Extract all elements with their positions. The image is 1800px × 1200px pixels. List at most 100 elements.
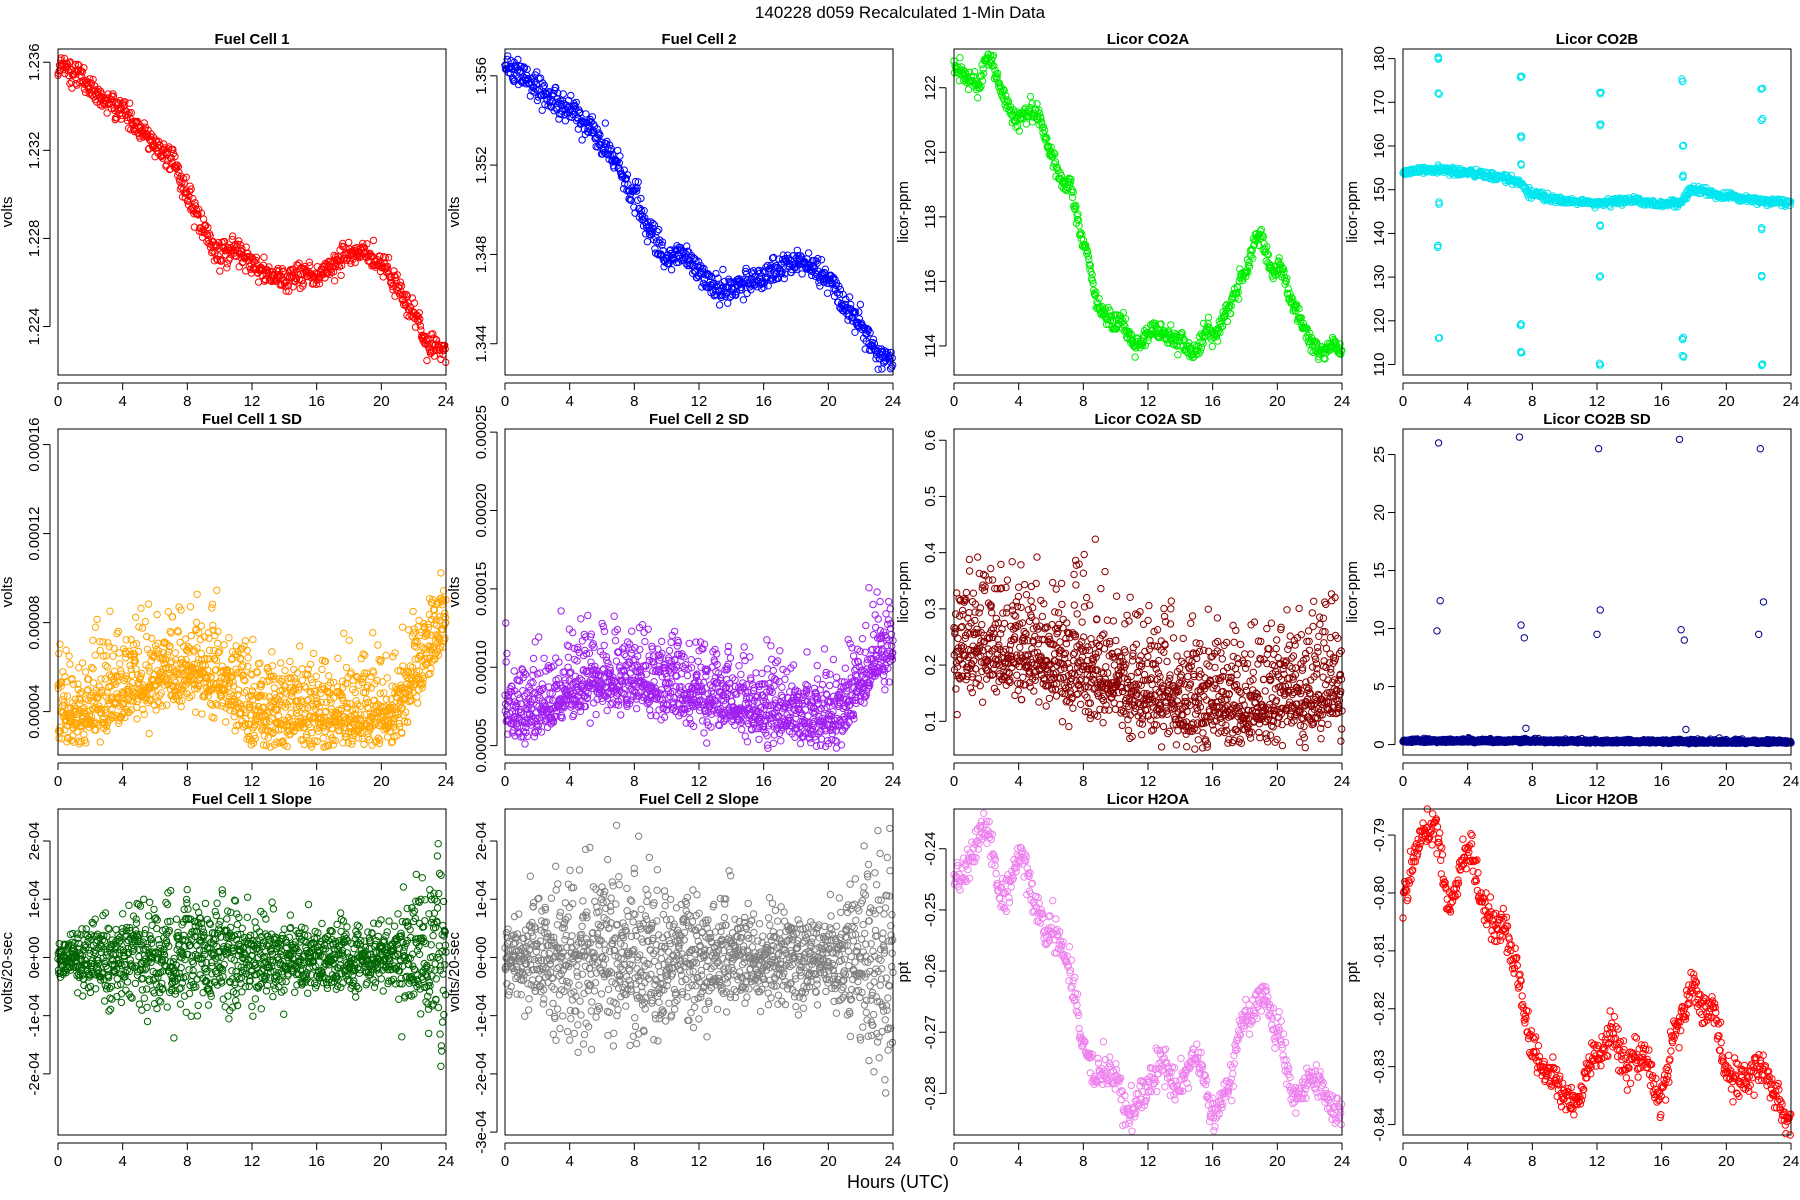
data-point <box>533 68 541 76</box>
x-tick-label: 4 <box>565 393 573 410</box>
x-tick-label: 24 <box>438 393 455 410</box>
data-point <box>1051 158 1060 166</box>
data-point <box>705 272 714 281</box>
data-point <box>540 81 549 90</box>
data-point <box>980 69 988 78</box>
x-tick-label: 8 <box>1079 393 1087 410</box>
x-tick-label: 12 <box>1140 393 1157 410</box>
x-tick-label: 20 <box>373 393 390 410</box>
data-point <box>521 740 529 748</box>
plot-frame <box>1402 48 1792 376</box>
data-point <box>600 641 608 649</box>
data-point <box>141 617 150 626</box>
data-point <box>191 199 199 207</box>
data-point <box>66 660 74 668</box>
data-point <box>821 265 829 273</box>
y-tick-label: 130 <box>1371 265 1388 290</box>
data-point <box>554 89 562 97</box>
data-point <box>295 259 303 267</box>
data-point <box>666 246 675 254</box>
x-tick-label: 12 <box>244 393 261 410</box>
data-point <box>185 192 193 200</box>
panel-title: Licor CO2A <box>1107 31 1190 48</box>
data-point <box>658 241 666 249</box>
x-tick-label: 0 <box>950 393 958 410</box>
data-point <box>1045 143 1053 151</box>
data-point <box>616 152 624 160</box>
data-point <box>361 651 369 659</box>
plot-frame <box>57 48 447 376</box>
y-tick-label: 114 <box>922 334 939 358</box>
y-tick-label: 1.224 <box>26 308 43 346</box>
data-point <box>976 84 984 92</box>
data-point <box>197 622 206 630</box>
data-point <box>644 218 652 226</box>
data-point <box>559 90 567 98</box>
y-tick-label: 0.00012 <box>26 506 43 560</box>
data-point <box>342 244 350 253</box>
data-point <box>389 652 397 661</box>
panel-title: Fuel Cell 2 <box>661 31 736 48</box>
data-point <box>223 260 232 268</box>
data-point <box>266 276 275 285</box>
data-point <box>347 259 355 267</box>
data-point <box>872 355 880 363</box>
x-tick-label: 4 <box>118 773 126 790</box>
data-point <box>277 659 285 667</box>
data-point <box>187 185 195 193</box>
y-axis-label: licor-ppm <box>1344 181 1361 243</box>
data-point <box>270 684 278 692</box>
data-point <box>382 651 390 659</box>
data-point <box>1043 134 1051 143</box>
data-point <box>383 262 392 271</box>
x-axis: 0 4 8 12 16 20 24 <box>950 382 1350 410</box>
data-point <box>567 91 575 100</box>
data-point <box>186 603 195 611</box>
data-point <box>743 289 751 298</box>
data-point <box>1051 150 1059 158</box>
data-point <box>610 612 618 620</box>
data-point <box>727 292 735 300</box>
data-point <box>1035 106 1043 114</box>
data-point <box>667 266 676 274</box>
data-point <box>742 264 750 273</box>
data-point <box>796 252 805 260</box>
data-point <box>1028 99 1036 108</box>
data-point <box>760 283 768 291</box>
data-point <box>326 270 334 278</box>
data-point <box>213 586 221 594</box>
data-point <box>610 164 618 172</box>
data-point <box>319 734 327 742</box>
data-point <box>878 365 886 373</box>
data-point <box>295 642 304 650</box>
data-point <box>133 117 142 126</box>
data-point <box>529 654 538 663</box>
data-point <box>523 732 532 740</box>
data-point <box>640 207 648 215</box>
data-point <box>410 299 419 307</box>
data-point <box>555 658 563 666</box>
data-point <box>369 236 378 245</box>
data-point <box>116 660 124 668</box>
data-point <box>429 330 437 338</box>
x-tick-label: 12 <box>1589 393 1606 410</box>
data-point <box>249 635 257 644</box>
data-point <box>345 238 353 247</box>
data-point <box>391 649 399 657</box>
y-tick-label: 120 <box>922 140 939 165</box>
data-point <box>222 718 230 726</box>
data-point <box>65 652 73 660</box>
data-point <box>414 699 422 707</box>
data-point <box>413 693 421 701</box>
x-tick-label: 0 <box>1399 393 1407 410</box>
x-tick-label: 20 <box>1269 393 1286 410</box>
data-point <box>368 252 377 260</box>
data-point <box>1040 126 1049 135</box>
data-point <box>185 187 194 196</box>
y-tick-label: 150 <box>1371 177 1388 202</box>
data-point <box>279 267 288 275</box>
data-point <box>260 732 268 740</box>
data-point <box>86 75 94 83</box>
